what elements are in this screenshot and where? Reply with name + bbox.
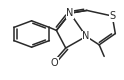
Text: N: N — [66, 8, 74, 18]
Text: S: S — [109, 11, 115, 21]
Text: N: N — [82, 31, 90, 41]
Text: O: O — [51, 58, 58, 68]
